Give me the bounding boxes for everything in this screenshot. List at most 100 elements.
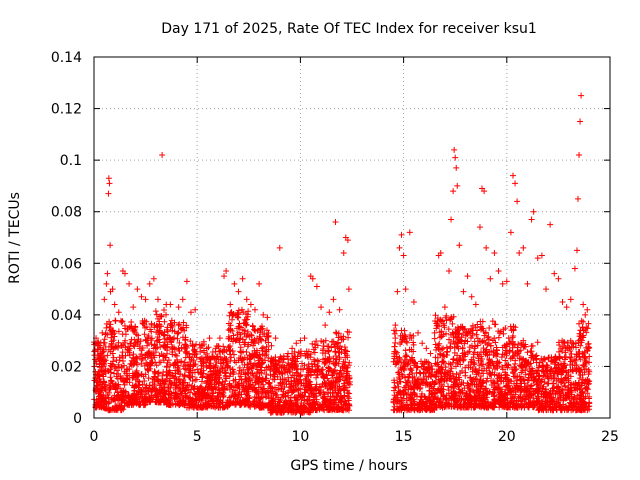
data-point (198, 404, 205, 411)
data-point (411, 373, 418, 380)
data-point (217, 353, 224, 360)
data-point (245, 366, 252, 373)
data-point (285, 350, 292, 357)
data-point (146, 351, 153, 358)
data-point (503, 341, 510, 348)
data-point (455, 374, 462, 381)
data-point (297, 337, 304, 344)
data-point (250, 401, 257, 408)
data-point (514, 404, 521, 411)
data-point (331, 397, 338, 404)
data-point (257, 329, 264, 336)
data-point (252, 351, 259, 358)
data-point (560, 338, 567, 345)
data-point (297, 350, 304, 357)
data-point (268, 358, 275, 365)
data-point (108, 377, 115, 384)
data-point (313, 396, 320, 403)
data-point (393, 400, 400, 407)
data-point (443, 330, 450, 337)
data-point (340, 387, 347, 394)
data-point (461, 349, 468, 356)
data-point (478, 361, 485, 368)
data-point (133, 331, 140, 338)
data-point (297, 376, 304, 383)
data-point (450, 313, 457, 320)
data-point (209, 348, 216, 355)
data-point (175, 304, 182, 311)
data-point (512, 391, 519, 398)
data-point (503, 376, 510, 383)
data-point (207, 362, 214, 369)
data-point (477, 385, 484, 392)
data-point (515, 398, 522, 405)
data-point (447, 343, 454, 350)
data-point (344, 237, 351, 244)
y-tick-label: 0.02 (51, 359, 82, 375)
data-point (533, 398, 540, 405)
data-point (571, 364, 578, 371)
data-point (537, 379, 544, 386)
data-point (96, 361, 103, 368)
data-point (535, 372, 542, 379)
data-point (261, 330, 268, 337)
data-point (323, 372, 330, 379)
data-point (270, 371, 277, 378)
data-point (124, 376, 131, 383)
data-point (289, 365, 296, 372)
data-point (215, 404, 222, 411)
data-point (153, 311, 160, 318)
data-point (186, 404, 193, 411)
data-point (283, 403, 290, 410)
data-point (152, 385, 159, 392)
data-point (214, 372, 221, 379)
data-point (576, 375, 583, 382)
data-point (507, 355, 514, 362)
data-point (165, 370, 172, 377)
data-point (281, 384, 288, 391)
data-point (188, 309, 195, 316)
data-point (251, 340, 258, 347)
data-point (176, 321, 183, 328)
data-point (489, 404, 496, 411)
data-point (241, 354, 248, 361)
data-point (117, 375, 124, 382)
data-point (154, 296, 161, 303)
data-point (258, 345, 265, 352)
data-point (294, 402, 301, 409)
data-point (533, 352, 540, 359)
data-point (342, 350, 349, 357)
data-point (105, 175, 112, 182)
data-point (166, 334, 173, 341)
data-point (314, 362, 321, 369)
data-point (345, 380, 352, 387)
data-point (164, 343, 171, 350)
data-point (514, 385, 521, 392)
data-point (293, 358, 300, 365)
data-point (308, 385, 315, 392)
data-point (547, 221, 554, 228)
data-point (483, 244, 490, 251)
data-point (494, 383, 501, 390)
data-point (444, 400, 451, 407)
data-point (586, 353, 593, 360)
data-point (580, 301, 587, 308)
data-point (264, 333, 271, 340)
data-point (329, 372, 336, 379)
data-point (521, 387, 528, 394)
data-point (558, 379, 565, 386)
data-point (259, 344, 266, 351)
data-point (582, 311, 589, 318)
data-point (138, 360, 145, 367)
data-point (186, 358, 193, 365)
data-point (528, 367, 535, 374)
data-point (468, 293, 475, 300)
data-point (455, 331, 462, 338)
data-point (467, 344, 474, 351)
data-point (200, 358, 207, 365)
data-point (175, 329, 182, 336)
data-point (345, 286, 352, 293)
data-point (547, 393, 554, 400)
